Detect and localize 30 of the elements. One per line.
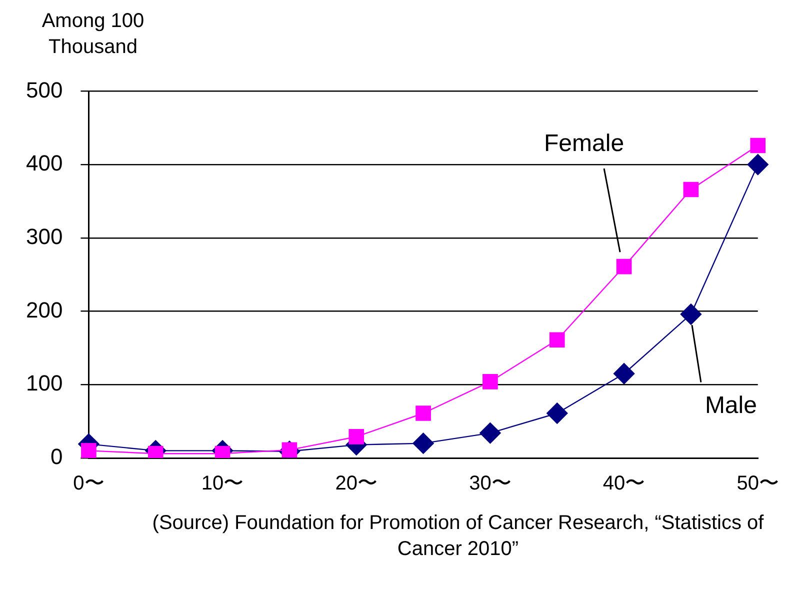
- y-tick-label: 300: [26, 224, 63, 249]
- point: [482, 374, 498, 390]
- point: [81, 442, 96, 458]
- point: [613, 363, 635, 384]
- y-axis-title: Among 100 Thousand: [40, 9, 146, 60]
- x-tick-label: 50〜: [736, 472, 779, 495]
- point: [683, 182, 699, 198]
- point: [549, 332, 565, 348]
- point: [416, 406, 431, 421]
- text: (Source) Foundation for Promotion of Cancer Research, “Statistics of Cancer 2010”: [151, 511, 765, 562]
- point: [750, 138, 766, 154]
- point: [546, 402, 568, 424]
- y-tick-label: 400: [26, 150, 63, 176]
- x-tick-label: 10〜: [201, 472, 244, 495]
- point: [412, 432, 434, 454]
- y-tick-label: 500: [26, 77, 63, 102]
- x-tick-label: 40〜: [602, 472, 646, 495]
- text: Female: [544, 130, 624, 158]
- point: [616, 258, 632, 274]
- point: [348, 429, 364, 444]
- point: [680, 304, 702, 325]
- y-tick-label: 200: [26, 297, 63, 322]
- point: [480, 422, 501, 444]
- x-tick-label: 0〜: [73, 472, 104, 495]
- y-tick-label: 0: [50, 444, 63, 470]
- text: Male: [704, 392, 757, 419]
- point: [747, 154, 768, 176]
- x-tick-label: 30〜: [469, 472, 512, 495]
- x-tick-label: 20〜: [335, 472, 378, 495]
- y-tick-label: 100: [26, 370, 63, 396]
